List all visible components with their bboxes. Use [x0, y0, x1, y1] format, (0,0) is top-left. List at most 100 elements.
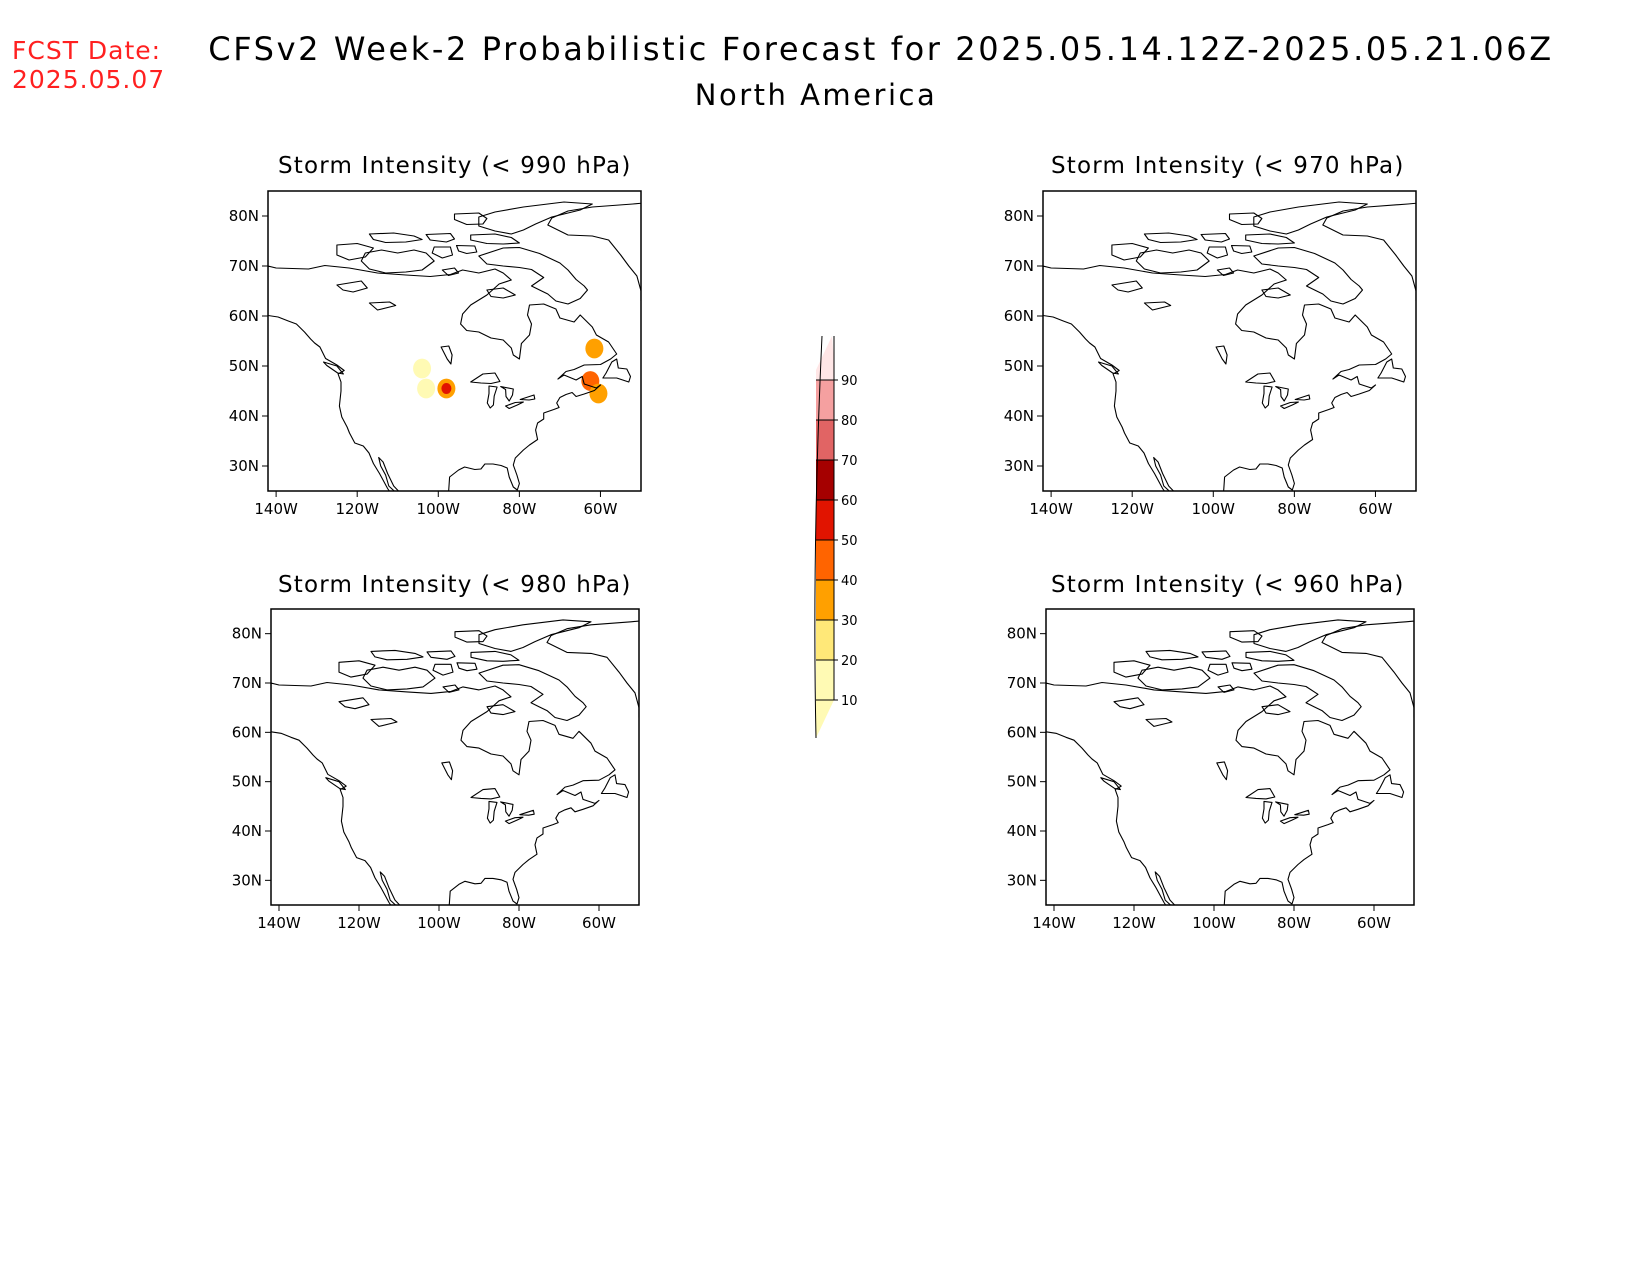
- colorbar-label: 10: [841, 694, 858, 709]
- coastline-13: [486, 704, 516, 716]
- lat-tick-label: 40N: [232, 822, 262, 840]
- coastline-20: [1294, 394, 1311, 401]
- colorbar: 10 20 30 40 50 60 70 80 90: [814, 335, 858, 739]
- coastline-0: [268, 264, 618, 491]
- panel-title-960: Storm Intensity (< 960 hPa): [1051, 572, 1405, 598]
- coastline-14: [600, 774, 630, 799]
- colorbar-swatch: [816, 460, 834, 500]
- colorbar-swatch: [816, 540, 834, 580]
- coastline-10: [1207, 663, 1229, 676]
- lat-tick-label: 80N: [232, 625, 262, 643]
- coastline-8: [1145, 649, 1199, 661]
- probability-area-1: [417, 378, 436, 399]
- lon-tick-label: 140W: [1032, 914, 1076, 932]
- coastline-5: [1253, 619, 1367, 652]
- lon-tick-label: 60W: [1357, 914, 1391, 932]
- lon-tick-label: 60W: [1358, 500, 1392, 518]
- coastline-3: [1137, 666, 1211, 691]
- page-title: CFSv2 Week-2 Probabilistic Forecast for …: [208, 30, 1554, 68]
- coastline-8: [1143, 232, 1198, 244]
- coastline-9: [1200, 232, 1231, 243]
- colorbar-swatch: [816, 336, 834, 380]
- lat-tick-label: 30N: [1007, 871, 1037, 889]
- coastline-23: [1143, 301, 1172, 311]
- coastline-1: [1322, 202, 1416, 302]
- coastline-22: [1113, 697, 1145, 710]
- lon-tick-label: 80W: [1277, 914, 1311, 932]
- probability-area-3: [441, 383, 452, 394]
- coastline-14: [1377, 358, 1407, 383]
- coastline-21: [1215, 345, 1228, 365]
- coastline-13: [486, 287, 516, 299]
- forecast-date-value: 2025.05.07: [12, 65, 166, 94]
- coastline-4: [338, 660, 376, 678]
- map-panel-980: 140W 120W 100W 80W 60W 30N 40N 50N 60N 70N 80N: [232, 608, 640, 932]
- lat-tick-label: 40N: [229, 407, 259, 425]
- coastline-2: [1253, 246, 1364, 305]
- coastline-9: [1201, 650, 1231, 660]
- coastline-21: [441, 761, 454, 781]
- coastline-19: [1279, 816, 1299, 825]
- lon-tick-label: 120W: [335, 500, 379, 518]
- coastline-8: [368, 232, 423, 244]
- panel-title-990: Storm Intensity (< 990 hPa): [278, 153, 632, 179]
- coastline-22: [338, 697, 370, 710]
- lon-tick-label: 60W: [583, 500, 617, 518]
- coastline-3: [1135, 249, 1210, 274]
- coastline-9: [425, 232, 456, 243]
- lat-tick-label: 50N: [1007, 773, 1037, 791]
- coastline-16: [1245, 788, 1276, 800]
- lat-tick-label: 80N: [1004, 207, 1034, 225]
- colorbar-label: 40: [841, 574, 858, 589]
- lat-tick-label: 60N: [1004, 307, 1034, 325]
- lon-tick-label: 100W: [1192, 914, 1236, 932]
- colorbar-label: 80: [841, 414, 858, 429]
- colorbar-label: 50: [841, 534, 858, 549]
- lon-tick-label: 80W: [1277, 500, 1311, 518]
- forecast-date-label: FCST Date:: [12, 36, 162, 65]
- coastline-15: [322, 361, 344, 375]
- coastline-21: [1216, 761, 1229, 781]
- lat-tick-label: 80N: [1007, 625, 1037, 643]
- coastline-18: [500, 801, 514, 817]
- panel-title-980: Storm Intensity (< 980 hPa): [278, 572, 632, 598]
- coastline-10: [432, 663, 454, 676]
- coastline-20: [519, 809, 535, 816]
- coastline-7: [454, 630, 488, 643]
- panel-title-970: Storm Intensity (< 970 hPa): [1051, 153, 1405, 179]
- coastline-15: [1097, 361, 1119, 375]
- coastline-5: [1253, 201, 1368, 235]
- colorbar-label: 90: [841, 374, 858, 389]
- lat-tick-label: 30N: [232, 871, 262, 889]
- coastline-7: [453, 212, 488, 226]
- map-frame: [270, 608, 640, 906]
- coastline-22: [336, 280, 368, 293]
- lat-tick-label: 70N: [1004, 257, 1034, 275]
- lon-tick-label: 120W: [337, 914, 381, 932]
- coastline-13: [1261, 287, 1291, 299]
- coastline-3: [360, 249, 435, 274]
- coastline-13: [1261, 704, 1291, 716]
- lon-tick-label: 80W: [502, 914, 536, 932]
- coastline-16: [470, 372, 501, 385]
- coastline-19: [1280, 401, 1299, 410]
- lat-tick-label: 70N: [229, 257, 259, 275]
- coastline-21: [440, 345, 453, 365]
- map-frame: [267, 190, 642, 492]
- coastline-5: [478, 619, 592, 652]
- coastline-12: [442, 684, 460, 693]
- coastline-11: [1230, 244, 1253, 255]
- coastline-6: [1245, 233, 1295, 245]
- coastline-8: [370, 649, 424, 661]
- coastline-17: [1261, 385, 1273, 409]
- coastline-18: [1275, 385, 1289, 402]
- coastline-2: [478, 664, 587, 722]
- coastline-11: [1231, 662, 1253, 672]
- coastline-3: [362, 666, 436, 691]
- coastline-12: [1217, 684, 1235, 693]
- coastline-4: [1111, 242, 1149, 261]
- lat-tick-label: 80N: [229, 207, 259, 225]
- colorbar-label: 60: [841, 494, 858, 509]
- coastline-16: [470, 788, 501, 800]
- colorbar-swatch: [816, 380, 834, 420]
